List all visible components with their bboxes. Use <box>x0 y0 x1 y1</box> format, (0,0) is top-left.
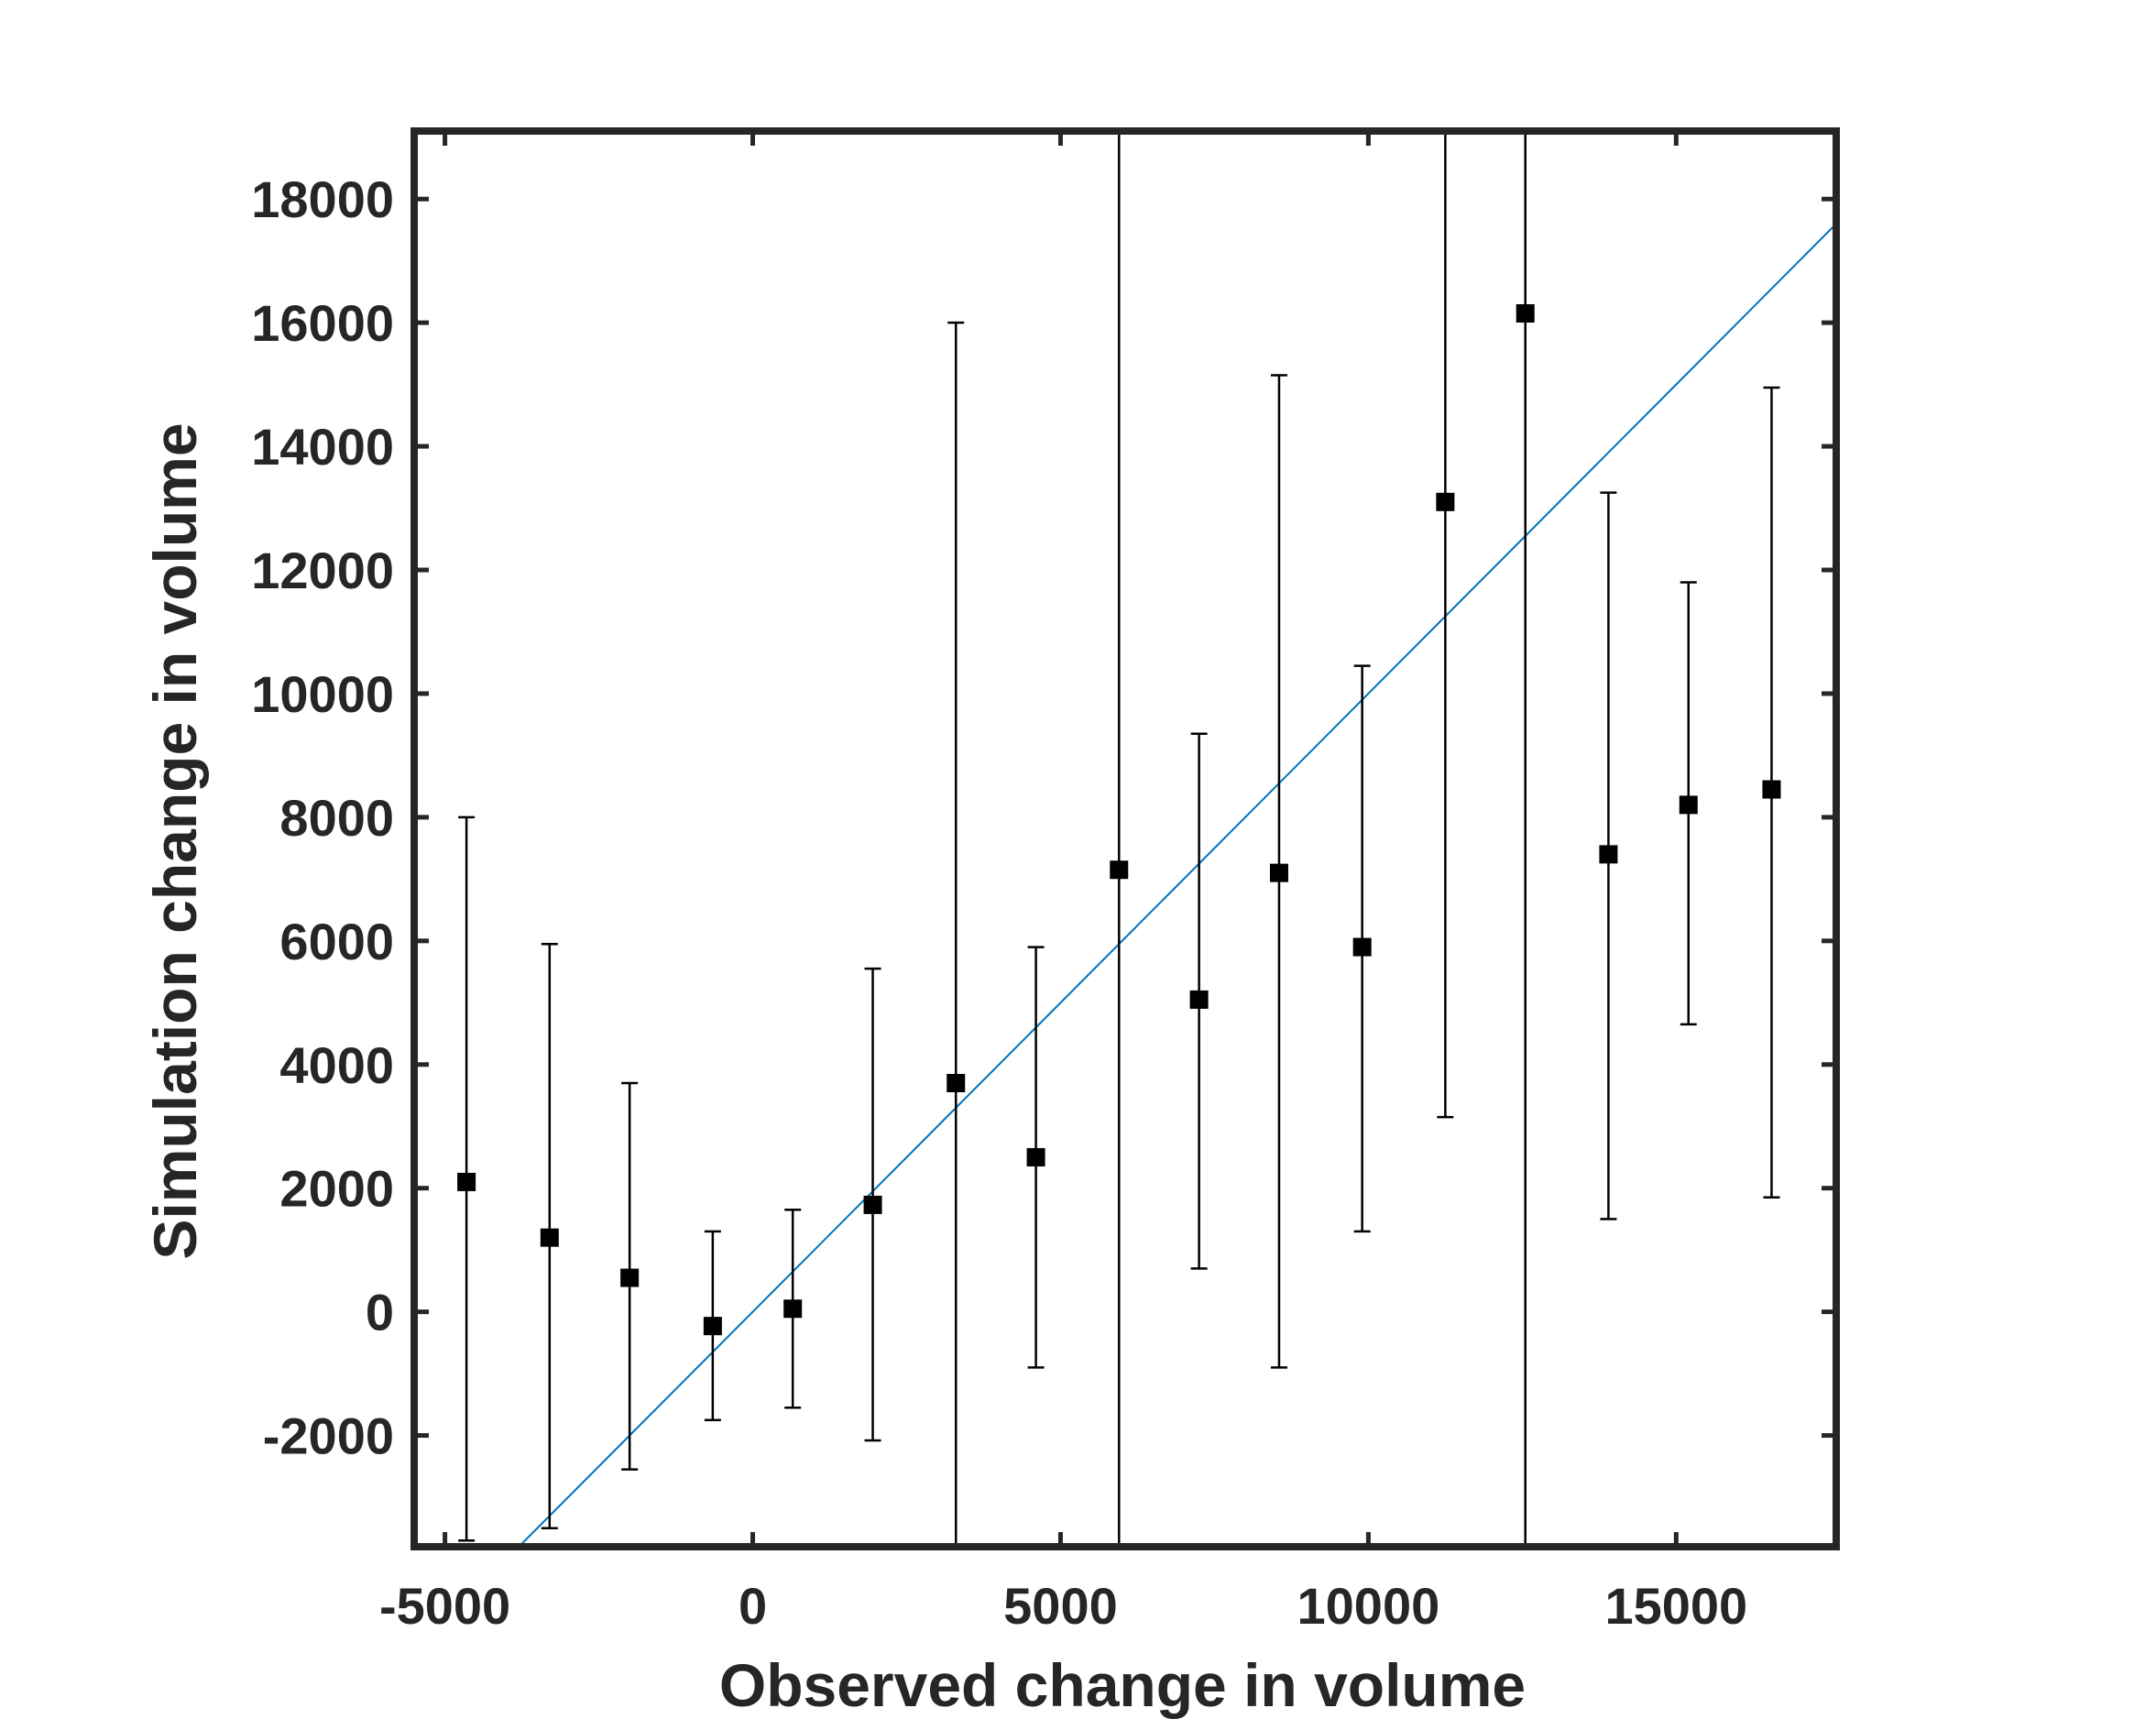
x-tick-label: 15000 <box>1604 1577 1747 1635</box>
data-point <box>1599 491 1618 1221</box>
x-tick-label: 0 <box>739 1577 767 1635</box>
data-point <box>1762 386 1781 1199</box>
data-point <box>1269 374 1288 1369</box>
data-layer <box>457 131 1836 1547</box>
y-tick-label: 16000 <box>251 294 394 352</box>
square-marker <box>1269 863 1288 882</box>
data-point <box>1110 131 1129 1547</box>
y-tick-label: 6000 <box>279 913 394 970</box>
square-marker <box>1516 304 1535 323</box>
y-axis-title: Simulation change in volume <box>141 422 209 1259</box>
data-point <box>783 1209 803 1409</box>
square-marker <box>1679 795 1698 815</box>
data-point <box>540 942 559 1530</box>
square-marker <box>540 1228 559 1247</box>
labels-layer: -5000 0 5000 10000 15000 -2000 0 2000 4000 6000 80… <box>251 170 1747 1635</box>
square-marker <box>1189 990 1209 1009</box>
y-tick-label: 4000 <box>279 1036 394 1094</box>
data-point <box>947 321 966 1547</box>
y-tick-label: 12000 <box>251 542 394 599</box>
x-axis-title: Observed change in volume <box>719 1651 1526 1719</box>
square-marker <box>1110 860 1129 880</box>
x-tick-label: -5000 <box>379 1577 510 1635</box>
square-marker <box>1026 1147 1045 1166</box>
data-point <box>1026 946 1045 1369</box>
data-point <box>703 1230 722 1421</box>
plot-frame <box>410 127 1840 1550</box>
y-tick-label: -2000 <box>263 1407 394 1465</box>
square-marker <box>1352 937 1372 957</box>
y-tick-label: 18000 <box>251 170 394 228</box>
square-marker <box>863 1195 882 1214</box>
data-point <box>457 816 476 1542</box>
y-tick-label: 8000 <box>279 789 394 847</box>
square-marker <box>783 1299 803 1319</box>
data-point <box>1189 732 1209 1270</box>
y-tick-label: 2000 <box>279 1160 394 1218</box>
y-tick-label: 0 <box>366 1284 394 1341</box>
square-marker <box>1436 492 1455 511</box>
square-marker <box>457 1172 476 1191</box>
data-point <box>863 967 882 1442</box>
data-point <box>1436 131 1455 1119</box>
square-marker <box>947 1073 966 1092</box>
y-tick-label: 10000 <box>251 665 394 723</box>
square-marker <box>1599 845 1618 864</box>
square-marker <box>1762 780 1781 799</box>
square-marker <box>620 1268 640 1287</box>
data-point <box>1352 664 1372 1233</box>
reference-line <box>517 223 1836 1547</box>
square-marker <box>703 1317 722 1336</box>
x-tick-label: 5000 <box>1003 1577 1118 1635</box>
data-point <box>620 1081 640 1471</box>
data-point <box>1516 131 1535 1547</box>
y-tick-label: 14000 <box>251 418 394 476</box>
x-tick-label: 10000 <box>1297 1577 1440 1635</box>
data-point <box>1679 581 1698 1026</box>
